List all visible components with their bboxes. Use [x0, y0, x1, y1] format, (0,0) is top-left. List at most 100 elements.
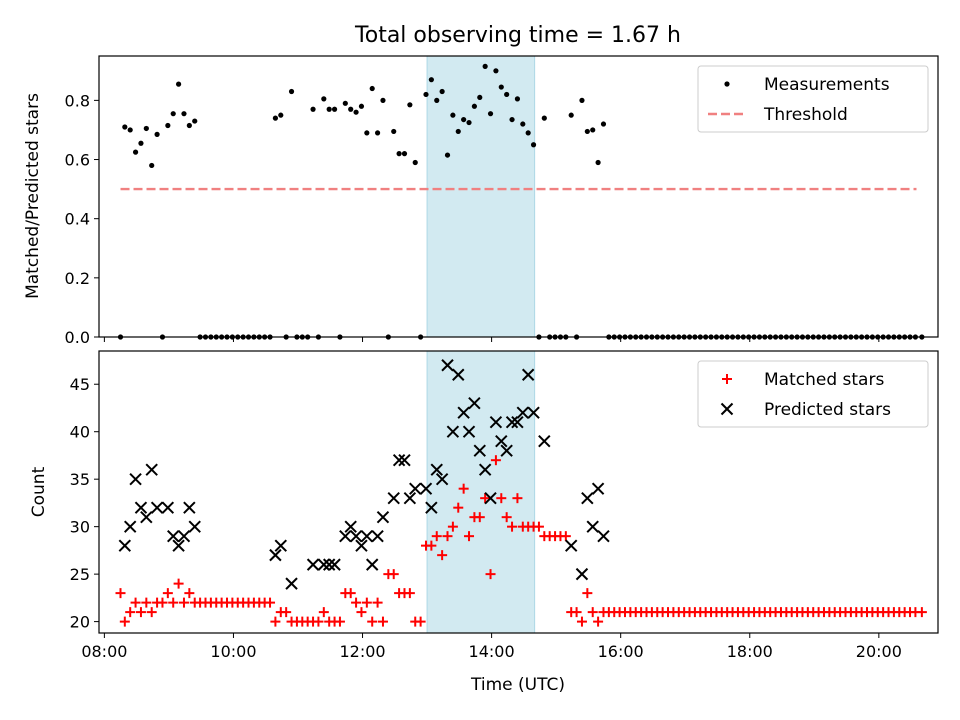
measurement-point [482, 63, 488, 69]
predicted-stars-point [274, 539, 287, 552]
shaded-interval-top [426, 55, 536, 338]
predicted-stars-point [145, 463, 158, 476]
measurement-point [595, 159, 601, 166]
x-axis-label: Time (UTC) [470, 675, 565, 695]
predicted-stars-point [500, 444, 513, 457]
bottom-axes-frame [98, 350, 939, 634]
shaded-interval-bottom [426, 350, 536, 634]
matched-stars-point [184, 588, 195, 599]
y-axis-label-bottom: Count [29, 466, 49, 517]
matched-stars-point [265, 597, 276, 608]
y-tick-label: 0.6 [65, 151, 90, 170]
measurement-point [450, 112, 456, 118]
chart-title: Total observing time = 1.67 h [354, 23, 681, 48]
y-tick-label: 35 [70, 470, 90, 489]
matched-stars-point [130, 597, 141, 608]
measurement-point [380, 97, 386, 103]
matched-stars-point [415, 616, 426, 627]
matched-stars-point [533, 521, 544, 532]
predicted-stars-point [452, 368, 465, 381]
measurement-point [498, 84, 504, 90]
matched-stars-point [157, 597, 168, 608]
y-tick-label: 0.8 [65, 91, 90, 110]
matched-stars-point [582, 588, 593, 599]
matched-stars-point [115, 588, 126, 599]
matched-stars-point [141, 597, 152, 608]
predicted-stars-point [505, 416, 519, 429]
matched-stars-point [146, 607, 157, 618]
measurement-point [127, 127, 133, 133]
measurement-point [342, 100, 348, 106]
measurement-point [310, 106, 316, 112]
measurement-point [412, 159, 418, 166]
predicted-stars-point [462, 425, 476, 438]
y-tick-label: 0.0 [65, 328, 90, 347]
measurement-point [122, 124, 128, 130]
matched-stars-point [587, 607, 598, 618]
predicted-stars-point [538, 434, 551, 448]
matched-stars-point [173, 578, 184, 589]
x-tick-label: 10:00 [210, 642, 256, 661]
predicted-stars-point [161, 501, 175, 514]
y-tick-label: 20 [70, 613, 90, 632]
predicted-stars-point [317, 558, 331, 571]
matched-stars-point [388, 569, 399, 580]
y-tick-label: 40 [70, 423, 90, 442]
matched-stars-point [447, 521, 458, 532]
measurement-point [192, 118, 198, 124]
measurement-point [138, 140, 144, 146]
measurement-point [541, 115, 547, 121]
legend-top: Measurements Threshold [697, 65, 929, 133]
measurement-point [358, 103, 365, 109]
predicted-stars-point [123, 520, 137, 533]
measurement-point [278, 112, 284, 118]
measurement-point [272, 115, 279, 121]
predicted-stars-point [441, 359, 454, 372]
measurement-point [401, 151, 408, 157]
predicted-stars-point [468, 397, 481, 410]
measurement-point [165, 122, 171, 129]
matched-stars-point [512, 493, 523, 504]
matched-stars-point [168, 597, 179, 608]
measurement-point [444, 152, 451, 158]
measurement-point [181, 111, 187, 117]
matched-stars-point [480, 493, 491, 504]
matched-stars-point [334, 616, 345, 627]
predicted-stars-point [457, 406, 470, 419]
predicted-stars-point [425, 501, 438, 514]
measurement-point [170, 111, 176, 117]
measurement-point [520, 121, 526, 127]
matched-stars-point [351, 597, 362, 608]
matched-stars-point [270, 616, 281, 627]
matched-stars-point [485, 569, 496, 580]
predicted-stars-point [140, 510, 153, 524]
measurement-point [579, 97, 585, 103]
matched-stars-point [313, 616, 324, 627]
y-tick-label: 0.2 [65, 269, 90, 288]
x-tick-label: 12:00 [339, 642, 385, 661]
predicted-stars-point [521, 368, 535, 381]
predicted-stars-point [516, 406, 530, 419]
measurement-point [348, 106, 354, 112]
matched-stars-point [453, 502, 464, 513]
measurement-point [466, 119, 472, 126]
predicted-stars-point [150, 501, 164, 514]
measurement-point [514, 96, 521, 102]
predicted-stars-point [285, 577, 298, 590]
measurement-point [396, 151, 402, 157]
matched-stars-point [318, 607, 329, 618]
predicted-stars-point [349, 529, 363, 543]
predicted-stars-point [409, 482, 422, 495]
predicted-stars-point [376, 510, 390, 524]
predicted-stars-point [581, 491, 594, 505]
matched-stars-point [571, 607, 582, 618]
measurement-point [530, 142, 537, 148]
measurement-point [407, 102, 413, 108]
matched-stars-point [426, 540, 437, 551]
predicted-stars-point [591, 482, 605, 495]
bottom-ticks: 20 25 30 35 40 45 08:00 10:00 12:00 14:00 16:00 18:… [70, 375, 902, 661]
bottom-axes: 20 25 30 35 40 45 08:00 10:00 12:00 14:00 16:00 18:… [29, 350, 939, 695]
matched-stars-point [501, 512, 512, 523]
predicted-stars-point [118, 539, 132, 552]
predicted-stars-point [366, 558, 379, 571]
